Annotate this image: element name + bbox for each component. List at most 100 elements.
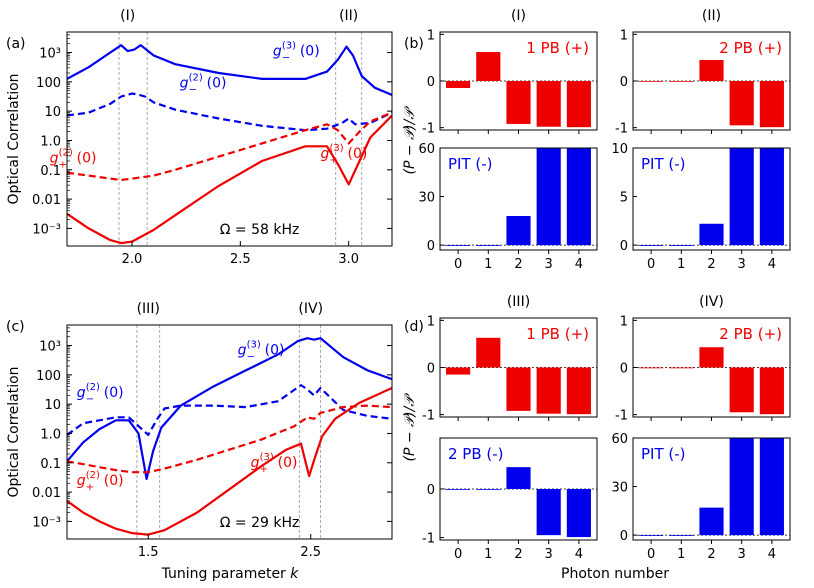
bar bbox=[446, 245, 471, 246]
bar-y-tick-label: 30 bbox=[418, 191, 435, 206]
series-label-sub: − bbox=[282, 52, 290, 63]
y-tick-label: 0.1 bbox=[40, 164, 61, 179]
bar bbox=[699, 223, 724, 246]
omega-label: Ω = 58 kHz bbox=[220, 222, 300, 238]
bar bbox=[759, 438, 784, 536]
bar-y-tick-label: 5 bbox=[620, 191, 628, 206]
series-label-text: g bbox=[238, 342, 247, 358]
bar bbox=[729, 81, 754, 126]
bar bbox=[506, 367, 531, 411]
x-tick-label: 2.5 bbox=[230, 252, 251, 267]
y-tick-label: 10³ bbox=[39, 340, 61, 355]
top-region-label: (I) bbox=[120, 8, 135, 24]
bar-y-tick-label: 30 bbox=[611, 481, 628, 496]
series-label-sub: + bbox=[86, 482, 94, 493]
bar bbox=[476, 489, 501, 490]
bar-panel-label: 1 PB (+) bbox=[526, 39, 589, 57]
line-panel-a: (a) g (3)− (0)g (2)− (0)g (2)+ (0) g (3)+ (0)10⁻³0… bbox=[6, 8, 393, 267]
bar-y-tick-label: 1 bbox=[620, 28, 628, 43]
panel-letter: (c) bbox=[6, 319, 25, 335]
y-tick-label: 1.0 bbox=[40, 134, 61, 149]
bar-y-tick-label: 0 bbox=[427, 239, 435, 254]
bar bbox=[446, 81, 471, 88]
photon-number-label: 4 bbox=[575, 257, 583, 272]
y-tick-label: 100 bbox=[36, 369, 61, 384]
series-label-sub: − bbox=[86, 394, 94, 405]
bar bbox=[476, 245, 501, 246]
photon-number-label: 3 bbox=[545, 547, 553, 562]
bar bbox=[506, 81, 531, 124]
photon-number-label: 0 bbox=[454, 547, 462, 562]
bar bbox=[536, 367, 561, 414]
series-label: g (3)+ (0) bbox=[251, 452, 298, 475]
bar bbox=[729, 438, 754, 536]
bar-x-axis-label: Photon number bbox=[561, 566, 669, 582]
series-label-text: g bbox=[77, 473, 86, 489]
series-label-text: g bbox=[180, 76, 189, 92]
bar-panel-label: 1 PB (+) bbox=[526, 325, 589, 343]
bar-panel-b2: 1 0 -1 2 PB (+) (II) bbox=[615, 8, 791, 137]
series-line-g_+^(3)(0) bbox=[67, 114, 392, 245]
bar bbox=[566, 81, 591, 128]
photon-number-label: 4 bbox=[768, 257, 776, 272]
series-label-sup: (2) bbox=[189, 73, 203, 84]
series-label-sup: (3) bbox=[282, 40, 296, 51]
top-region-label: (IV) bbox=[298, 301, 323, 317]
photon-number-label: 0 bbox=[647, 257, 655, 272]
bar bbox=[566, 148, 591, 246]
bar bbox=[729, 367, 754, 413]
bar-y-tick-label: 0 bbox=[620, 362, 628, 377]
bar-panel-label: PIT (-) bbox=[641, 445, 686, 463]
series-label-tail: (0) bbox=[104, 385, 124, 401]
bar bbox=[669, 245, 694, 246]
photon-number-label: 2 bbox=[514, 547, 522, 562]
panel-letter: (b) bbox=[404, 36, 424, 52]
bar-y-axis-label: (P − 𝒫)/𝒫 bbox=[402, 106, 418, 175]
series-label-sup: (3) bbox=[247, 339, 261, 350]
series-label-tail: (0) bbox=[265, 342, 285, 358]
series-label: g (2)− (0) bbox=[77, 382, 124, 405]
series-label: g (2)+ (0) bbox=[50, 147, 97, 170]
series-label-tail: (0) bbox=[207, 76, 227, 92]
bar-y-tick-label: 60 bbox=[418, 142, 435, 157]
series-line-g_-^(3)(0) bbox=[67, 337, 392, 480]
bar bbox=[536, 81, 561, 127]
series-label-text: g bbox=[321, 146, 330, 162]
bar-panel-title: (II) bbox=[702, 8, 721, 24]
series-line-g_+^(2)(0) bbox=[67, 111, 392, 182]
series-line-g_-^(2)(0) bbox=[67, 384, 392, 436]
photon-number-label: 0 bbox=[647, 547, 655, 562]
series-label-sub: + bbox=[260, 464, 268, 475]
bar bbox=[669, 535, 694, 536]
series-label-sub: − bbox=[247, 351, 255, 362]
y-tick-label: 0.1 bbox=[40, 457, 61, 472]
bar-panel-label: PIT (-) bbox=[641, 155, 686, 173]
bar-y-tick-label: 0 bbox=[427, 362, 435, 377]
bar-panel-label: 2 PB (-) bbox=[448, 445, 504, 463]
bar bbox=[476, 337, 501, 368]
photon-number-label: 1 bbox=[677, 257, 685, 272]
bar bbox=[759, 367, 784, 415]
bar bbox=[639, 245, 664, 246]
line-panel-c: (c)g (3)− (0)g (2)− (0)g (2)+ (0)g (3)+ (0)10⁻³0… bbox=[6, 301, 393, 560]
bar-y-tick-label: 1 bbox=[620, 314, 628, 329]
bar bbox=[669, 367, 694, 369]
x-axis-label-text: Tuning parameter bbox=[161, 566, 291, 582]
bar-y-tick-label: 1 bbox=[427, 314, 435, 329]
panel-letter: (d) bbox=[404, 319, 424, 335]
series-label-sub: + bbox=[330, 155, 338, 166]
x-tick-label: 2.0 bbox=[122, 252, 143, 267]
omega-label: Ω = 29 kHz bbox=[220, 515, 300, 531]
series-label-sub: − bbox=[189, 85, 197, 96]
series-label-text: g bbox=[273, 43, 282, 59]
series-label-sup: (3) bbox=[260, 452, 274, 463]
photon-number-label: 1 bbox=[484, 547, 492, 562]
x-tick-label: 1.5 bbox=[138, 545, 159, 560]
photon-number-label: 1 bbox=[484, 257, 492, 272]
series-line-g_-^(2)(0) bbox=[67, 92, 392, 132]
bar-panel-b1: 1 0 -1 1 PB (+)(I) bbox=[422, 8, 598, 137]
series-label: g (3)− (0) bbox=[238, 339, 285, 362]
bar bbox=[639, 535, 664, 536]
bar-panel-label: PIT (-) bbox=[448, 155, 493, 173]
